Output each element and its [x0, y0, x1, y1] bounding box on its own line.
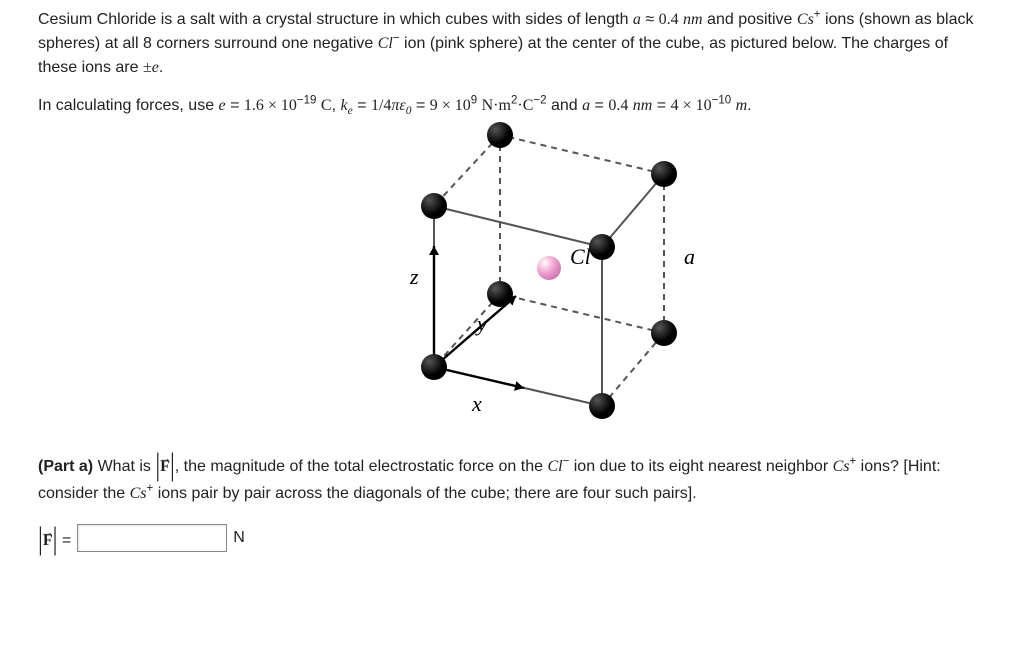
answer-unit: N	[233, 526, 245, 550]
cs-ion	[589, 234, 615, 260]
cs-ion	[589, 393, 615, 419]
answer-row: |→F| = N	[38, 520, 986, 556]
cs-ion	[421, 193, 447, 219]
svg-text:a: a	[684, 244, 695, 269]
cs-ion	[651, 320, 677, 346]
svg-text:Cl: Cl	[570, 244, 591, 269]
svg-text:x: x	[471, 391, 482, 416]
answer-lhs: |→F| =	[38, 520, 71, 556]
problem-paragraph-2: In calculating forces, use e = 1.6 × 10−…	[38, 94, 986, 118]
cl-ion	[537, 256, 561, 280]
cs-ion	[487, 281, 513, 307]
svg-text:z: z	[409, 264, 419, 289]
part-a-question: (Part a) What is |→F|, the magnitude of …	[38, 446, 986, 506]
figure-wrapper: zyxCl−a	[38, 136, 986, 426]
cs-ion	[651, 161, 677, 187]
crystal-structure-figure: zyxCl−a	[302, 136, 722, 426]
force-magnitude-input[interactable]	[77, 524, 227, 552]
problem-paragraph-1: Cesium Chloride is a salt with a crystal…	[38, 8, 986, 80]
cs-ion	[421, 354, 447, 380]
svg-text:y: y	[475, 311, 487, 336]
cs-ion	[487, 122, 513, 148]
